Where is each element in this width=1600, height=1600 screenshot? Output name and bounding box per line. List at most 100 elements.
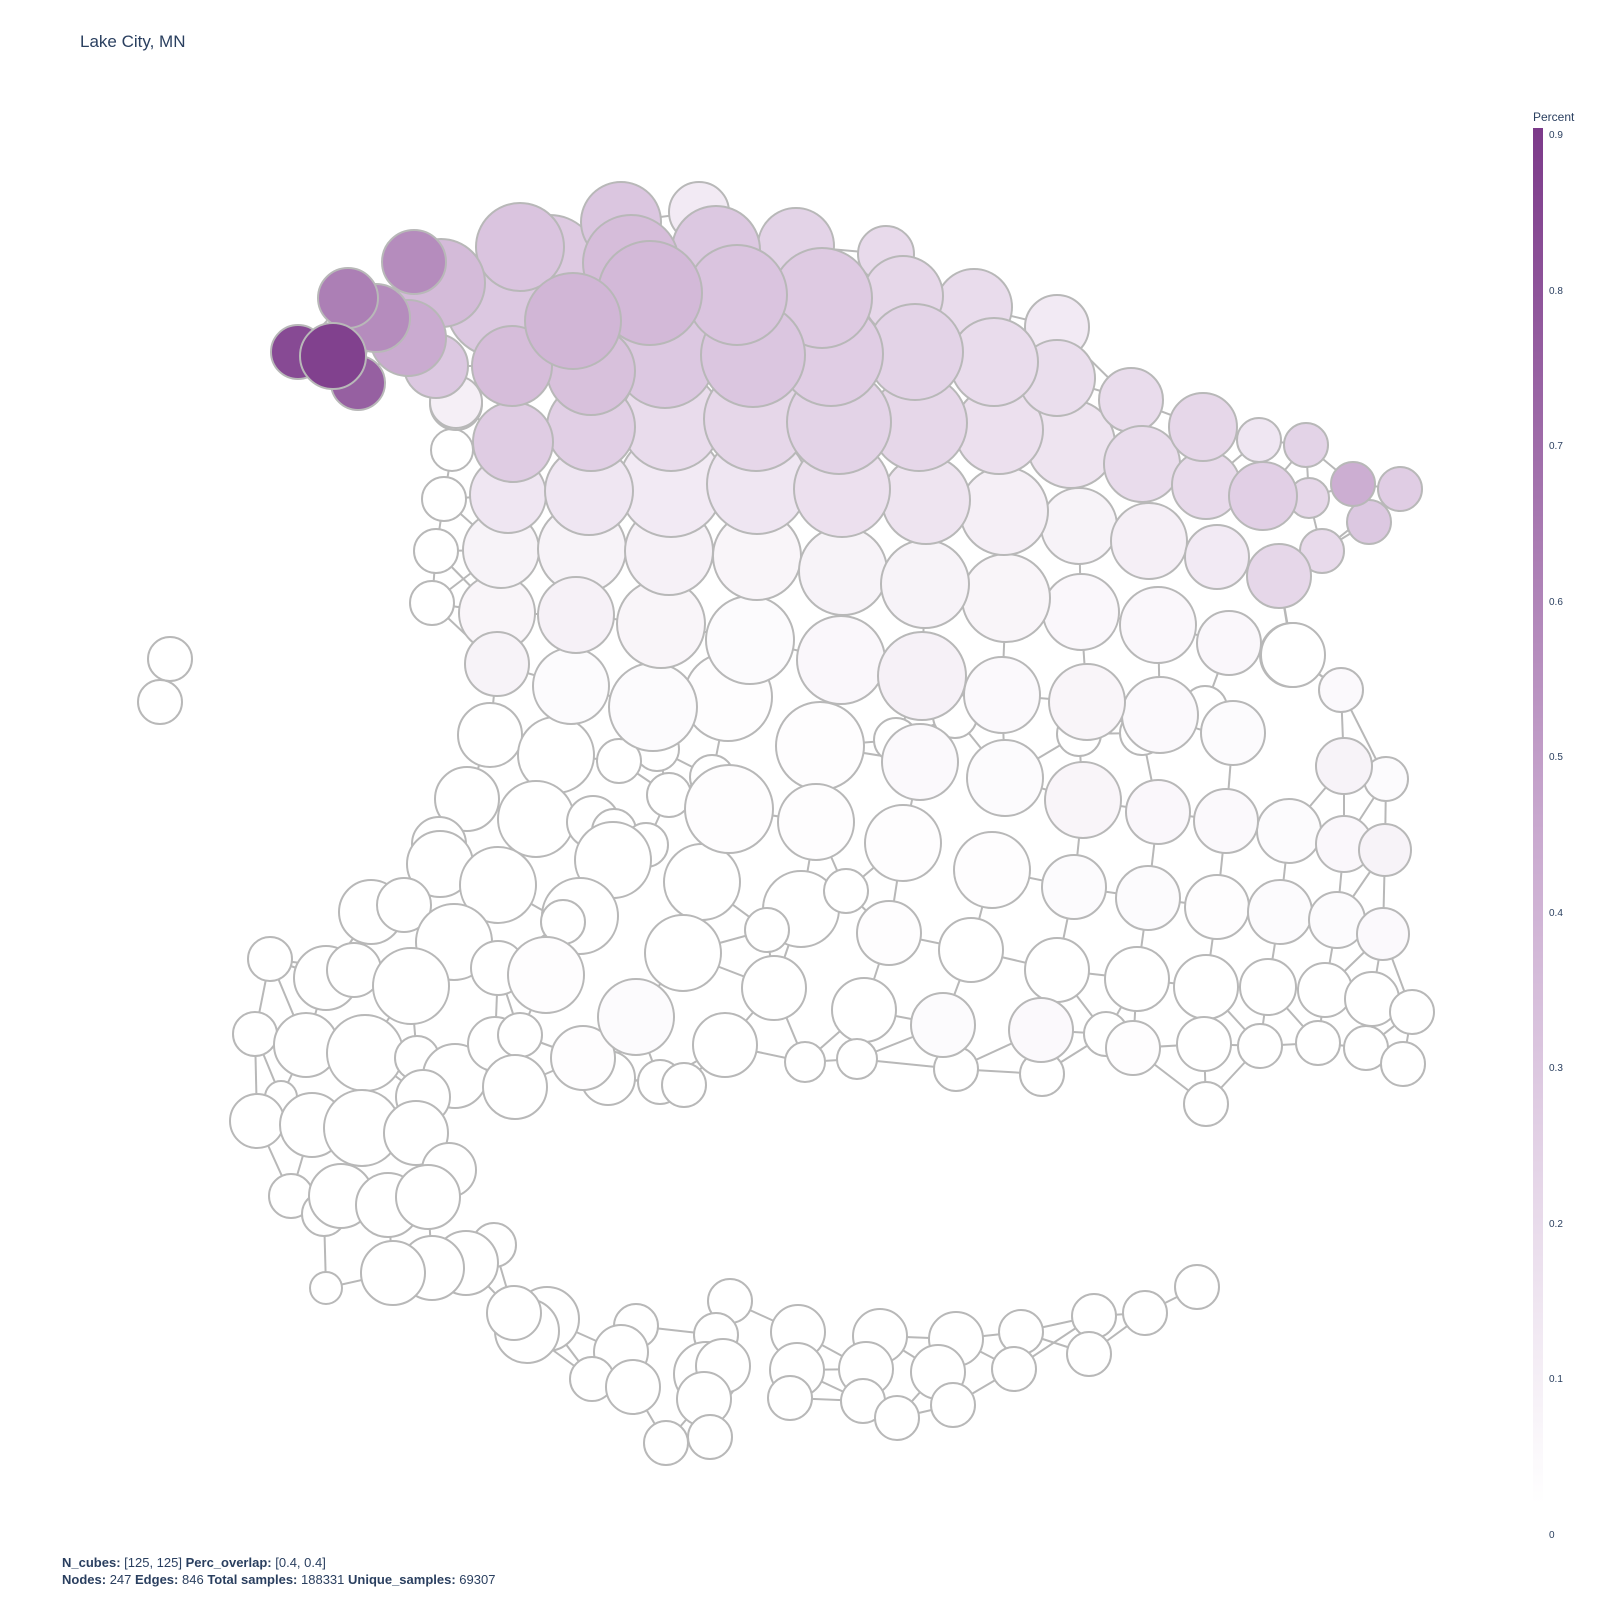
graph-node[interactable] (684, 764, 774, 854)
graph-node[interactable] (798, 526, 888, 616)
graph-node[interactable] (1380, 1041, 1426, 1087)
graph-node[interactable] (1200, 700, 1266, 766)
graph-node[interactable] (823, 868, 869, 914)
graph-node[interactable] (147, 636, 193, 682)
graph-node[interactable] (1122, 1290, 1168, 1336)
graph-node[interactable] (1174, 1264, 1220, 1310)
graph-node[interactable] (1119, 586, 1197, 664)
graph-node[interactable] (1071, 1293, 1117, 1339)
graph-node[interactable] (692, 1012, 758, 1078)
graph-node[interactable] (741, 955, 807, 1021)
graph-node[interactable] (1044, 761, 1122, 839)
graph-node[interactable] (963, 656, 1041, 734)
graph-node[interactable] (877, 631, 967, 721)
graph-node[interactable] (1042, 573, 1120, 651)
graph-node[interactable] (597, 978, 675, 1056)
graph-node[interactable] (959, 466, 1049, 556)
graph-node[interactable] (1315, 737, 1373, 795)
graph-node[interactable] (381, 229, 447, 295)
graph-node[interactable] (1125, 779, 1191, 845)
graph-node[interactable] (229, 1093, 285, 1149)
graph-node[interactable] (472, 401, 554, 483)
graph-node[interactable] (1283, 422, 1329, 468)
graph-node[interactable] (1295, 1020, 1341, 1066)
graph-node[interactable] (687, 1414, 733, 1460)
graph-node[interactable] (524, 272, 622, 370)
graph-node[interactable] (1173, 954, 1239, 1020)
graph-node[interactable] (1330, 461, 1376, 507)
graph-node[interactable] (1048, 663, 1126, 741)
graph-node[interactable] (376, 877, 432, 933)
graph-node[interactable] (486, 1285, 542, 1341)
graph-node[interactable] (961, 553, 1051, 643)
graph-node[interactable] (938, 917, 1004, 983)
graph-node[interactable] (1236, 417, 1282, 463)
graph-node[interactable] (796, 615, 886, 705)
graph-node[interactable] (661, 1062, 707, 1108)
graph-node[interactable] (1115, 865, 1181, 931)
graph-node[interactable] (1239, 958, 1297, 1016)
graph-node[interactable] (856, 900, 922, 966)
graph-node[interactable] (497, 780, 575, 858)
graph-node[interactable] (1318, 667, 1364, 713)
graph-node[interactable] (459, 846, 537, 924)
graph-node[interactable] (1024, 937, 1090, 1003)
graph-node[interactable] (137, 679, 183, 725)
graph-node[interactable] (1297, 962, 1353, 1018)
graph-node[interactable] (874, 1395, 920, 1441)
graph-node[interactable] (1008, 997, 1074, 1063)
graph-node[interactable] (360, 1240, 426, 1306)
graph-node[interactable] (457, 702, 523, 768)
graph-node[interactable] (1228, 461, 1298, 531)
graph-node[interactable] (1193, 788, 1259, 854)
graph-node[interactable] (247, 936, 293, 982)
graph-node[interactable] (966, 739, 1044, 817)
graph-node[interactable] (1168, 392, 1238, 462)
graph-node[interactable] (537, 576, 615, 654)
graph-node[interactable] (836, 1038, 878, 1080)
graph-node[interactable] (1041, 854, 1107, 920)
graph-node[interactable] (1247, 879, 1313, 945)
graph-node[interactable] (317, 267, 379, 329)
graph-node[interactable] (930, 1382, 976, 1428)
graph-node[interactable] (413, 528, 459, 574)
graph-node[interactable] (1260, 622, 1326, 688)
graph-node[interactable] (475, 202, 565, 292)
graph-node[interactable] (910, 992, 976, 1058)
graph-node[interactable] (1256, 798, 1322, 864)
graph-node[interactable] (395, 1164, 461, 1230)
graph-node[interactable] (605, 1359, 661, 1415)
graph-node[interactable] (767, 1375, 813, 1421)
graph-node[interactable] (596, 738, 642, 784)
graph-node[interactable] (409, 580, 455, 626)
graph-node[interactable] (232, 1011, 278, 1057)
graph-node[interactable] (434, 766, 500, 832)
graph-node[interactable] (784, 1041, 826, 1083)
graph-node[interactable] (777, 783, 855, 861)
graph-node[interactable] (744, 907, 790, 953)
graph-node[interactable] (464, 631, 530, 697)
graph-node[interactable] (1110, 502, 1188, 580)
graph-node[interactable] (1183, 1081, 1229, 1127)
graph-node[interactable] (372, 947, 450, 1025)
graph-node[interactable] (663, 843, 741, 921)
graph-node[interactable] (1184, 524, 1250, 590)
graph-node[interactable] (775, 701, 865, 791)
graph-node[interactable] (1098, 367, 1164, 433)
graph-node[interactable] (953, 831, 1031, 909)
graph-node[interactable] (1121, 676, 1199, 754)
graph-node[interactable] (864, 804, 942, 882)
graph-node[interactable] (1246, 543, 1312, 609)
graph-node[interactable] (643, 1420, 689, 1466)
graph-node[interactable] (1377, 466, 1423, 512)
graph-node[interactable] (1237, 1023, 1283, 1069)
graph-node[interactable] (1356, 907, 1410, 961)
graph-node[interactable] (532, 647, 610, 725)
graph-node[interactable] (482, 1054, 548, 1120)
graph-node[interactable] (831, 977, 897, 1043)
graph-node[interactable] (881, 723, 959, 801)
graph-node[interactable] (1104, 946, 1170, 1012)
graph-node[interactable] (1066, 1331, 1112, 1377)
graph-node[interactable] (705, 595, 795, 685)
graph-node[interactable] (1358, 823, 1412, 877)
